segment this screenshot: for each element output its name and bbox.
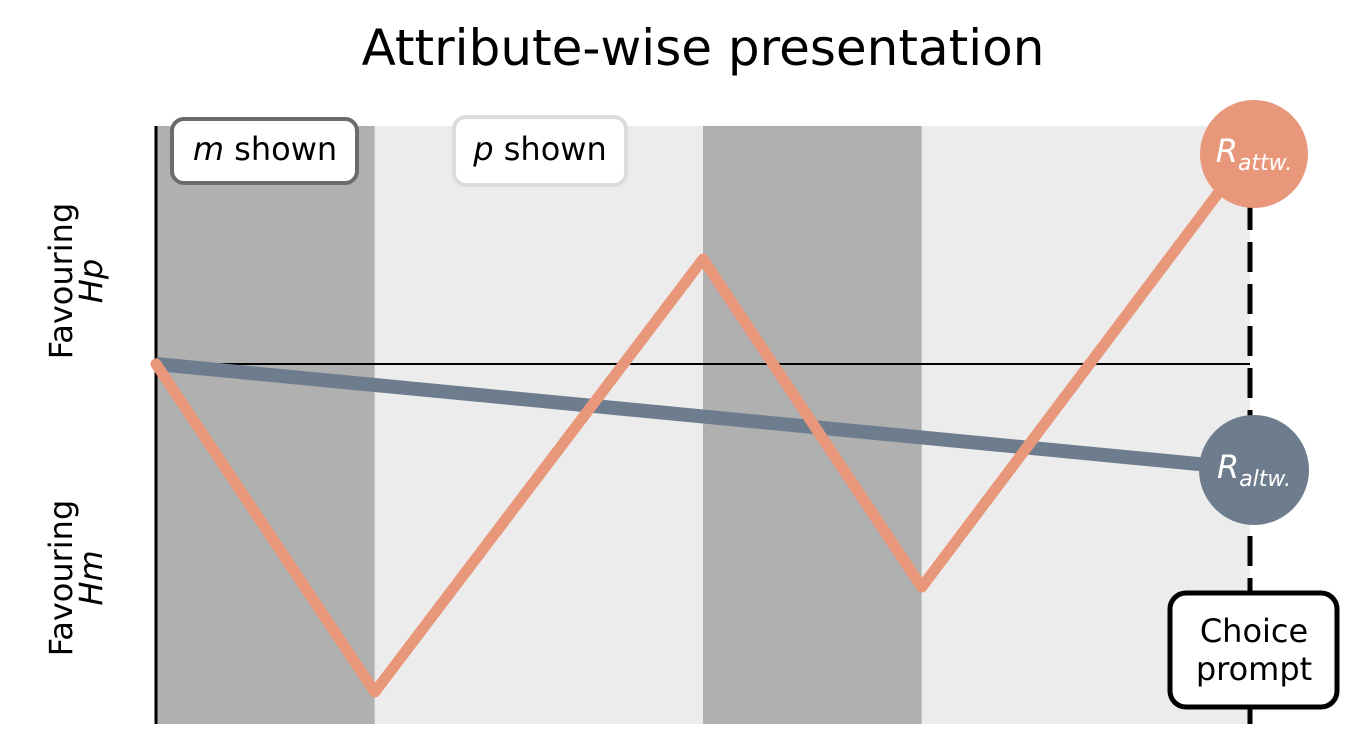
p-shown-box	[452, 115, 628, 187]
upper-y-label-text: Favouring	[42, 203, 80, 360]
diagram-title: Attribute-wise presentation	[362, 19, 1045, 77]
altw-subscript: altw.	[1239, 467, 1291, 492]
attribute-wise-endpoint: Rattw.	[1200, 100, 1308, 208]
p-shown-text: shown	[494, 130, 607, 168]
attw-symbol: R	[1216, 132, 1238, 170]
alternative-wise-endpoint: Raltw.	[1199, 415, 1309, 525]
attribute-wise-circle	[1200, 100, 1308, 208]
lower-y-label-hypothesis: Hm	[72, 550, 110, 605]
p-shown-label: p shown	[472, 130, 606, 168]
m-shown-label: m shown	[193, 130, 337, 168]
alternative-wise-circle	[1199, 415, 1309, 525]
p-symbol: p	[472, 130, 493, 168]
upper-y-label-hypothesis: Hp	[72, 259, 110, 303]
choice-prompt-line1: Choice	[1200, 612, 1308, 650]
lower-y-label: Favouring Hm	[42, 500, 110, 657]
alternative-wise-line	[155, 357, 1251, 476]
upper-y-label: Favouring Hp	[42, 203, 110, 360]
m-shown-box	[170, 117, 359, 185]
lower-y-label-text: Favouring	[42, 500, 80, 657]
attribute-wise-label: Rattw.	[1216, 132, 1293, 176]
presentation-bands	[156, 126, 1250, 724]
alternative-wise-label: Raltw.	[1217, 448, 1291, 492]
altw-symbol: R	[1217, 448, 1239, 486]
p-shown-legend: p shown	[452, 115, 628, 187]
attribute-wise-line	[150, 145, 1256, 698]
m-shown-legend: m shown	[170, 117, 359, 185]
choice-prompt-box	[1167, 590, 1340, 710]
m-shown-text: shown	[224, 130, 337, 168]
choice-prompt-line2: prompt	[1196, 650, 1312, 688]
attw-subscript: attw.	[1238, 151, 1292, 176]
m-symbol: m	[193, 130, 224, 168]
choice-prompt: Choice prompt	[1167, 590, 1340, 710]
